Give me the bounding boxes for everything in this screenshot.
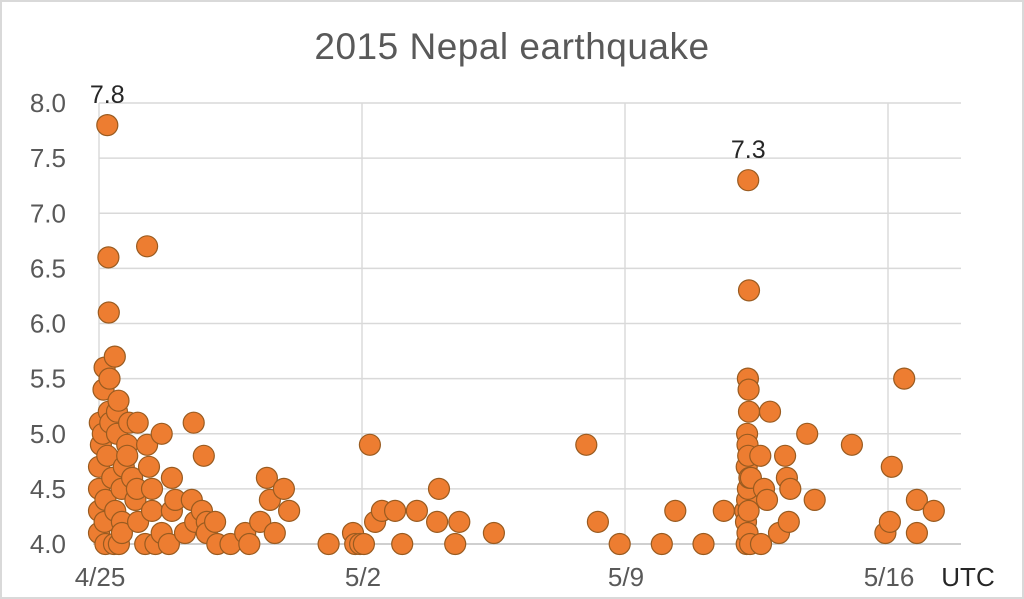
data-point	[737, 279, 761, 302]
data-point	[448, 510, 471, 534]
y-tick-label: 4.0	[30, 529, 66, 559]
data-point	[136, 235, 159, 258]
data-point	[737, 169, 760, 192]
y-tick-label: 6.0	[30, 309, 66, 339]
data-point	[263, 521, 286, 545]
data-point	[737, 400, 761, 423]
data-point	[358, 433, 381, 456]
data-point	[712, 499, 735, 522]
data-point	[803, 488, 826, 511]
data-point	[405, 499, 428, 522]
data-point	[444, 532, 467, 556]
data-point	[352, 532, 375, 556]
data-point	[97, 301, 120, 324]
data-point	[192, 444, 215, 467]
data-point	[96, 113, 119, 137]
data-point	[773, 444, 797, 467]
data-point	[777, 510, 800, 534]
data-point	[278, 499, 301, 522]
data-point	[692, 532, 715, 556]
data-point	[482, 521, 505, 545]
x-tick-label: 5/2	[345, 562, 381, 592]
data-point	[905, 521, 929, 545]
data-point	[586, 510, 610, 534]
data-point	[758, 400, 782, 423]
data-point	[391, 532, 414, 556]
y-tick-label: 6.5	[30, 253, 66, 283]
data-point	[384, 499, 407, 522]
y-tick-label: 5.5	[30, 364, 66, 394]
data-point	[737, 499, 760, 522]
data-point	[238, 532, 261, 556]
data-point	[182, 411, 205, 434]
data-point	[107, 389, 130, 412]
data-point	[749, 444, 772, 467]
data-point	[779, 477, 802, 500]
y-tick-label: 7.5	[30, 143, 66, 173]
data-point	[737, 378, 760, 401]
data-point	[137, 455, 161, 478]
data-point	[160, 466, 183, 489]
chart-title: 2015 Nepal earthquake	[314, 26, 710, 67]
data-point	[157, 532, 180, 556]
data-point	[140, 477, 164, 500]
y-tick-label: 8.0	[30, 88, 66, 118]
data-point	[98, 367, 121, 390]
data-point	[575, 433, 598, 456]
data-point	[103, 345, 126, 368]
data-point	[140, 499, 164, 522]
data-point	[116, 444, 139, 467]
data-point	[840, 433, 864, 456]
data-point	[272, 477, 295, 500]
data-point	[426, 510, 449, 534]
y-tick-label: 7.0	[30, 198, 66, 228]
data-point	[878, 510, 902, 534]
data-point	[922, 499, 945, 522]
data-point	[255, 466, 278, 489]
data-point	[204, 510, 227, 534]
data-point	[608, 532, 631, 556]
data-point	[650, 532, 673, 556]
x-tick-label: 4/25	[75, 562, 126, 592]
data-point	[755, 488, 779, 511]
data-point	[126, 411, 149, 434]
data-point	[893, 367, 916, 390]
data-point	[749, 532, 773, 556]
x-tick-label: 5/9	[608, 562, 644, 592]
data-point	[427, 477, 451, 500]
data-point	[880, 455, 903, 478]
data-point	[796, 422, 819, 445]
x-axis-unit-label: UTC	[941, 562, 994, 592]
data-point	[150, 422, 173, 445]
point-annotation: 7.8	[90, 81, 125, 109]
data-point	[664, 499, 687, 522]
y-tick-label: 5.0	[30, 419, 66, 449]
data-point	[317, 532, 340, 556]
data-point	[97, 246, 120, 269]
point-annotation: 7.3	[731, 136, 766, 164]
x-tick-label: 5/16	[864, 562, 915, 592]
data-point	[110, 521, 134, 545]
y-tick-label: 4.5	[30, 474, 66, 504]
data-point	[905, 488, 929, 511]
